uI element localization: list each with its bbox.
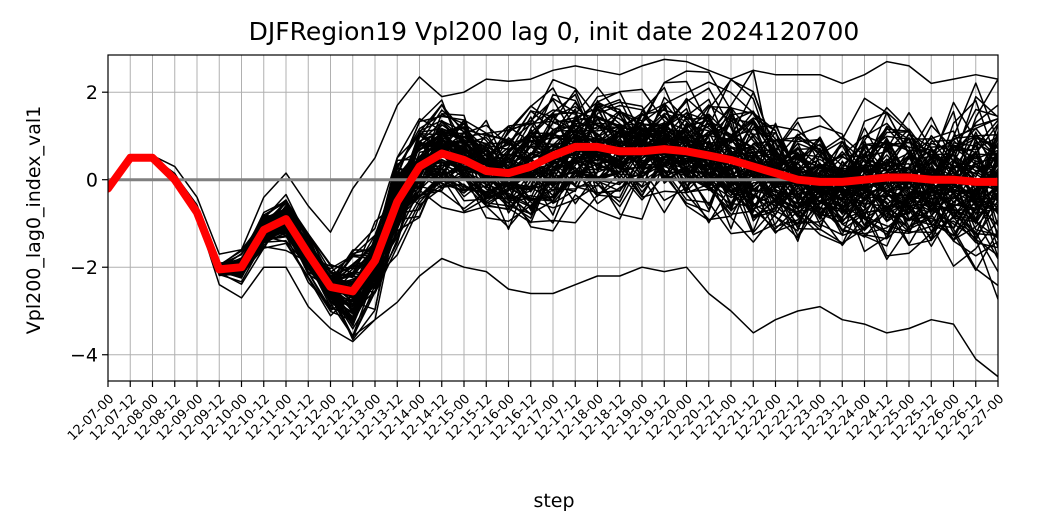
y-tick-label: 2 (86, 82, 98, 104)
ensemble-member-line (108, 159, 998, 378)
y-tick-label: −2 (70, 257, 98, 279)
mean-series-line (108, 142, 998, 296)
chart-title: DJFRegion19 Vpl200 lag 0, init date 2024… (249, 17, 860, 46)
x-axis-ticks: 12-07-0012-07-1212-08-0012-08-1212-09-00… (65, 381, 1007, 444)
y-tick-label: 0 (86, 170, 98, 192)
ensemble-mean-series (108, 142, 998, 296)
y-axis-label: Vpl200_lag0_index_val1 (23, 106, 45, 334)
x-axis-label: step (533, 490, 574, 512)
ensemble-member-line (108, 58, 998, 255)
y-tick-label: −4 (70, 345, 98, 367)
ensemble-member-line (108, 69, 998, 319)
y-axis-ticks: −4 −2 0 2 (70, 82, 108, 367)
